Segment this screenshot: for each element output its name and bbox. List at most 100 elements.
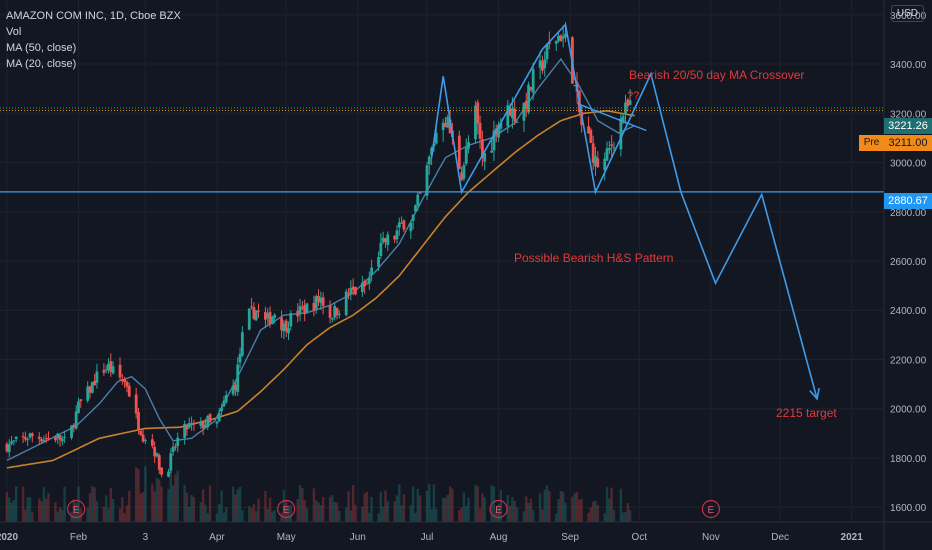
volume-bar [381,506,385,522]
volume-bar [458,510,461,522]
volume-bar [104,495,108,522]
volume-bar [525,496,528,522]
candle-body [557,35,560,41]
volume-bar [10,502,13,522]
candle-body [300,307,304,309]
annotation-crossover[interactable]: Bearish 20/50 day MA Crossover [629,68,805,82]
candle-body [63,436,67,438]
candle-body [531,69,535,93]
time-tick-label: Jun [350,532,366,543]
candle-body [23,437,27,440]
volume-bar [414,512,417,522]
volume-bar [234,494,237,522]
volume-bar [543,489,546,522]
candle-body [79,399,83,402]
volume-bar [26,497,29,522]
candle-body [303,305,307,315]
volume-bar [134,467,138,522]
price-tick-label: 2600.00 [890,257,927,268]
volume-bar [317,502,320,522]
volume-bar [176,470,179,522]
candle-body [257,310,260,312]
currency-button[interactable]: USD [890,5,924,22]
candle-body [499,122,503,129]
volume-bar [40,501,43,522]
volume-bar [8,497,11,522]
candle-body [208,414,212,423]
candle-body [12,440,16,442]
candle-body [384,238,387,243]
candle-body [5,443,9,452]
candle-body [37,436,41,439]
candle-body [573,85,577,87]
volume-bar [319,505,323,522]
volume-bar [285,501,288,522]
earnings-marker[interactable]: E [277,499,296,519]
volume-bar [282,490,286,522]
candle-body [7,444,11,453]
volume-bar [591,501,595,522]
volume-bar [206,513,209,522]
volume-bar [386,501,389,522]
volume-bar [77,486,80,522]
annotation-target[interactable]: 2215 target [776,406,837,420]
earnings-marker[interactable]: E [489,499,508,519]
candle-body [564,33,567,38]
candle-body [104,369,108,371]
candle-body [204,424,207,428]
time-tick-label: Nov [702,532,720,543]
volume-bar [462,492,466,522]
volume-bar [44,498,48,522]
candle-body [314,296,318,309]
volume-bar [169,470,172,522]
volume-bar [123,513,126,522]
ma50-line [6,109,635,469]
candle-body [47,437,50,439]
candle-body [476,102,480,124]
volume-bar [139,493,142,522]
candle-body [254,310,258,321]
volume-bar [335,502,339,522]
volume-bar [531,510,535,522]
candle-body [298,306,302,315]
candle-body [603,158,607,171]
legend-volume[interactable]: Vol [6,26,22,38]
legend-ma50[interactable]: MA (50, close) [6,42,77,54]
volume-bar [185,492,189,522]
volume-bar [201,489,205,522]
volume-bar [111,499,115,522]
candle-body [344,291,348,316]
candle-body [467,141,470,149]
candle-body [190,423,193,426]
annotation-question[interactable]: ?? [627,90,640,102]
candle-body [444,122,447,128]
candle-body [171,446,175,452]
volume-bar [363,493,366,522]
volume-bar [47,492,50,522]
candle-body [10,441,13,444]
earnings-marker[interactable]: E [701,499,720,519]
candle-body [619,118,623,150]
chart-legend: AMAZON COM INC, 1D, Cboe BZX Vol MA (50,… [6,8,181,72]
candle-body [386,234,390,245]
price-tick-label: 2200.00 [890,355,927,366]
candle-body [529,87,533,90]
legend-ma20[interactable]: MA (20, close) [6,58,77,70]
earnings-marker[interactable]: E [67,499,86,519]
volume-bar [398,484,401,522]
candle-body [111,366,115,374]
volume-bar [361,506,364,522]
candle-body [120,379,124,381]
annotation-hs-pattern[interactable]: Possible Bearish H&S Pattern [514,251,674,265]
volume-bar [589,507,593,522]
candle-body [185,425,189,430]
volume-bar [416,488,419,522]
volume-bar [224,507,228,522]
volume-bar [465,505,468,522]
symbol-title[interactable]: AMAZON COM INC, 1D, Cboe BZX [6,10,181,22]
volume-bar [345,507,348,522]
candle-body [457,135,461,170]
candle-body [40,439,43,442]
